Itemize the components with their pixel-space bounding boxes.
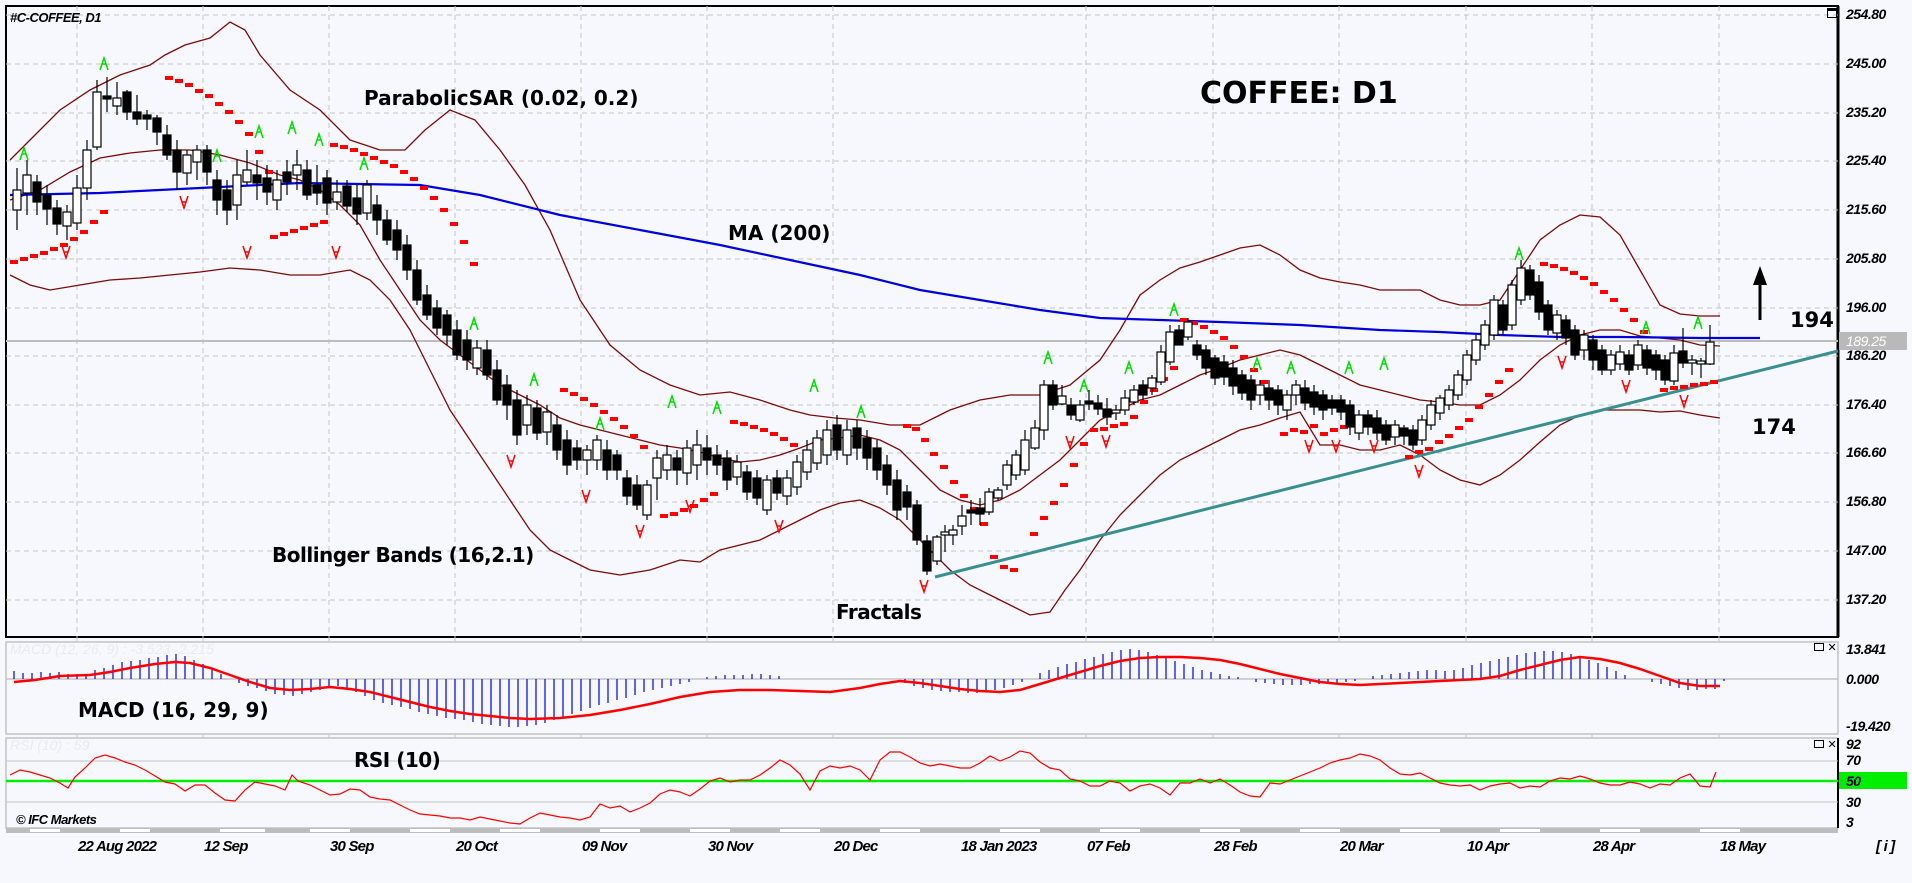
maximize-icon[interactable]: [1814, 643, 1824, 651]
date-tick: 20 Dec: [834, 838, 878, 855]
rsi-panel-controls[interactable]: ✕: [1814, 738, 1837, 751]
date-tick: 09 Nov: [582, 838, 627, 855]
price-tick: 186.20: [1846, 347, 1886, 363]
date-tick: 18 May: [1720, 838, 1766, 855]
price-tick: 235.20: [1846, 104, 1886, 120]
macd-tick: 0.000: [1846, 671, 1879, 687]
price-tick: 254.80: [1846, 6, 1886, 22]
price-tick: 137.20: [1846, 591, 1886, 607]
parabolic-sar-label: ParabolicSAR (0.02, 0.2): [364, 86, 639, 110]
info-button[interactable]: [ i ]: [1876, 838, 1895, 855]
date-tick: 30 Nov: [708, 838, 753, 855]
date-tick: 12 Sep: [204, 838, 248, 855]
rsi-tick: 92: [1846, 736, 1861, 752]
rsi-legend: RSI (10) : 59: [10, 737, 90, 753]
date-tick: 22 Aug 2022: [78, 838, 157, 855]
macd-legend: MACD (12, 26, 9) : -3.523 -2.215: [10, 641, 214, 657]
macd-panel-controls[interactable]: ✕: [1814, 641, 1837, 654]
date-tick: 20 Oct: [456, 838, 498, 855]
chart-title: COFFEE: D1: [1200, 76, 1398, 111]
date-tick: 20 Mar: [1340, 838, 1384, 855]
symbol-label: #C-COFFEE, D1: [10, 10, 102, 25]
date-tick: 28 Apr: [1593, 838, 1635, 855]
price-tick: 245.00: [1846, 55, 1886, 71]
price-tick: 147.00: [1846, 542, 1886, 558]
rsi-tick: 70: [1846, 752, 1861, 768]
date-tick: 28 Feb: [1214, 838, 1258, 855]
rsi-tick: 3: [1846, 814, 1854, 830]
maximize-icon[interactable]: [1814, 740, 1824, 748]
fractals-label: Fractals: [836, 600, 922, 624]
current-price-tag: 189.25: [1846, 333, 1886, 349]
rsi-label: RSI (10): [354, 748, 441, 772]
price-tick: 166.60: [1846, 444, 1886, 460]
date-tick: 07 Feb: [1087, 838, 1131, 855]
close-icon[interactable]: ✕: [1827, 738, 1837, 751]
level-194-label: 194: [1790, 308, 1834, 332]
macd-label: MACD (16, 29, 9): [78, 698, 269, 722]
level-174-label: 174: [1752, 415, 1796, 439]
maximize-icon[interactable]: [1827, 8, 1837, 18]
ma-label: MA (200): [728, 221, 831, 245]
rsi-tick: 50: [1846, 773, 1861, 789]
rsi-tick: 30: [1846, 794, 1861, 810]
date-tick: 30 Sep: [330, 838, 374, 855]
macd-tick: 13.841: [1846, 641, 1886, 657]
date-tick: 18 Jan 2023: [961, 838, 1037, 855]
price-tick: 156.80: [1846, 493, 1886, 509]
price-tick: 205.80: [1846, 250, 1886, 266]
up-arrow-icon: [1753, 266, 1767, 320]
macd-tick: -19.420: [1846, 718, 1890, 734]
price-tick: 176.40: [1846, 396, 1886, 412]
price-tick: 225.40: [1846, 152, 1886, 168]
close-icon[interactable]: ✕: [1827, 641, 1837, 654]
price-tick: 215.60: [1846, 201, 1886, 217]
copyright-label: © IFC Markets: [16, 812, 97, 827]
date-tick: 10 Apr: [1467, 838, 1509, 855]
bollinger-label: Bollinger Bands (16,2.1): [272, 543, 534, 567]
price-tick: 196.00: [1846, 299, 1886, 315]
